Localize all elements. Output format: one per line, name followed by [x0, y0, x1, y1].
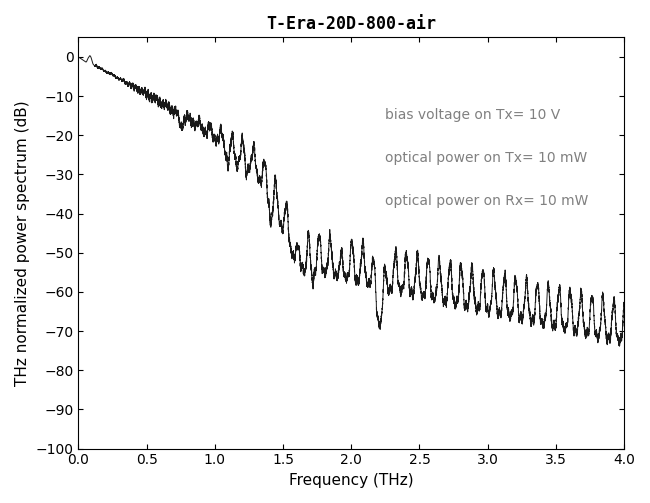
- Text: bias voltage on Tx= 10 V: bias voltage on Tx= 10 V: [385, 108, 560, 122]
- Text: optical power on Tx= 10 mW: optical power on Tx= 10 mW: [385, 151, 588, 165]
- Title: T-Era-20D-800-air: T-Era-20D-800-air: [266, 15, 436, 33]
- X-axis label: Frequency (THz): Frequency (THz): [289, 473, 413, 488]
- Text: optical power on Rx= 10 mW: optical power on Rx= 10 mW: [385, 194, 589, 208]
- Y-axis label: THz normalized power spectrum (dB): THz normalized power spectrum (dB): [15, 100, 30, 386]
